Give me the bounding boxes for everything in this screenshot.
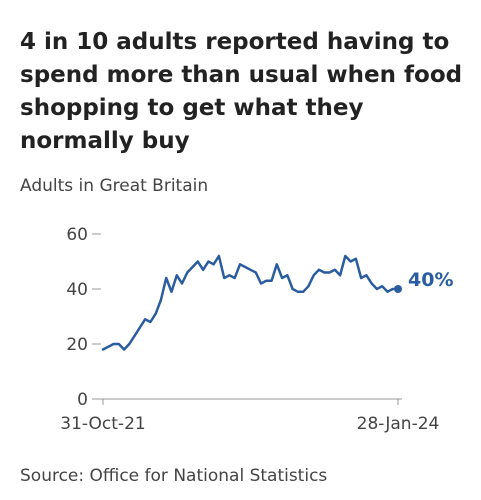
- x-tick-label-start: 31-Oct-21: [60, 414, 145, 434]
- y-tick-label: 40: [66, 280, 88, 300]
- y-tick-label: 20: [66, 335, 88, 355]
- end-point-marker: [394, 285, 402, 293]
- y-tick-label: 60: [66, 225, 88, 245]
- y-tick-label: 0: [77, 390, 88, 410]
- end-value-label: 40%: [408, 269, 453, 291]
- y-axis: 0 20 40 60: [66, 225, 101, 410]
- chart-subtitle: Adults in Great Britain: [20, 176, 209, 196]
- line-chart: 0 20 40 60 40% 31-Oct-21 28-Jan-24: [60, 225, 453, 434]
- series-line: [101, 254, 400, 351]
- source-note: Source: Office for National Statistics: [20, 466, 328, 486]
- chart-title: 4 in 10 adults reported having to spend …: [20, 29, 463, 154]
- x-axis: [92, 398, 402, 405]
- x-tick-label-end: 28-Jan-24: [357, 414, 440, 434]
